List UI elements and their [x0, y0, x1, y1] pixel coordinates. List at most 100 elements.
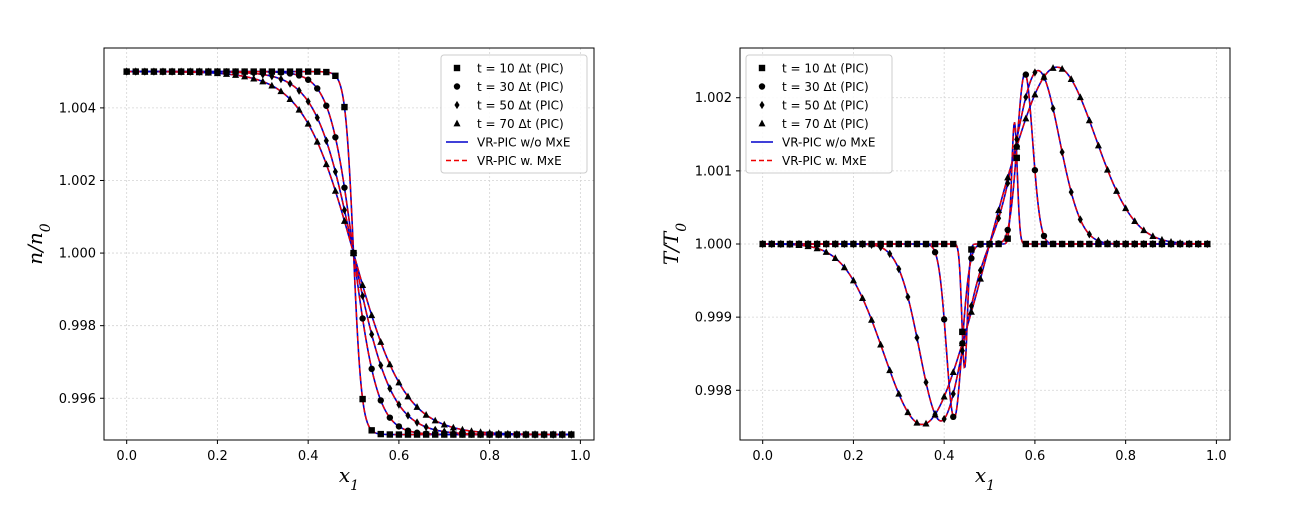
x-axis-label: x1 [975, 463, 995, 494]
pic-marker-triangle [768, 240, 776, 247]
legend-label: t = 10 Δt (PIC) [477, 62, 564, 76]
x-tick-label: 0.2 [843, 449, 864, 464]
pic-marker-diamond [1023, 92, 1029, 102]
pic-marker-triangle [831, 254, 839, 261]
pic-marker-triangle [313, 137, 321, 145]
pic-marker-diamond [1059, 147, 1065, 157]
pic-marker-square [931, 240, 939, 248]
pic-marker-square [314, 68, 321, 75]
pic-marker-circle [904, 240, 912, 248]
pic-marker-triangle [1194, 239, 1202, 247]
pic-marker-triangle [967, 308, 975, 315]
legend-label: t = 10 Δt (PIC) [782, 62, 869, 76]
pic-marker-triangle [1058, 64, 1066, 72]
pic-marker-triangle [531, 430, 539, 438]
plot-frame [103, 47, 595, 441]
pic-marker-circle [432, 430, 439, 438]
pic-marker-diamond [841, 239, 847, 249]
pic-marker-triangle [1049, 64, 1057, 71]
pic-marker-diamond [260, 70, 266, 79]
pic-marker-circle [368, 365, 375, 373]
pic-marker-triangle [1040, 73, 1048, 80]
pic-marker-triangle [132, 67, 140, 75]
pic-marker-triangle [222, 70, 231, 77]
pic-marker-circle [950, 413, 957, 421]
pic-marker-circle [1058, 240, 1066, 248]
pic-marker-diamond [1114, 239, 1120, 248]
pic-marker-square [323, 68, 330, 76]
pic-marker-triangle [513, 430, 521, 437]
pic-marker-circle [886, 240, 893, 248]
series-markers [123, 67, 575, 439]
y-tick-label: 1.002 [59, 174, 96, 189]
pic-marker-square [1013, 154, 1020, 162]
pic-marker-triangle [840, 263, 848, 271]
pic-marker-circle [422, 430, 430, 437]
pic-marker-diamond [423, 422, 429, 432]
legend-label: t = 50 Δt (PIC) [477, 99, 564, 113]
pic-marker-circle [913, 240, 921, 248]
pic-marker-triangle [849, 276, 857, 284]
pic-marker-diamond [314, 113, 320, 122]
pic-marker-triangle [777, 240, 785, 248]
x-tick-label: 0.2 [207, 449, 228, 464]
y-axis-label: n/n0 [23, 223, 54, 265]
pic-marker-square [1031, 240, 1039, 248]
pic-marker-triangle [958, 339, 966, 347]
pic-marker-square [968, 246, 975, 253]
pic-marker-triangle [567, 430, 575, 438]
pic-marker-triangle [440, 420, 448, 428]
pic-marker-triangle [1113, 187, 1121, 194]
pic-marker-triangle [949, 368, 957, 375]
x-tick-label: 1.0 [570, 449, 591, 464]
pic-marker-triangle [449, 423, 457, 431]
pic-marker-triangle [1103, 165, 1112, 173]
pic-marker-triangle [431, 416, 439, 424]
pic-marker-circle [413, 429, 421, 436]
pic-marker-diamond [814, 239, 820, 249]
pic-marker-circle [977, 241, 984, 248]
pic-marker-triangle [1067, 75, 1075, 82]
pic-marker-triangle [195, 68, 203, 76]
pic-marker-triangle [858, 294, 867, 301]
pic-marker-triangle [549, 430, 557, 438]
legend-box [440, 54, 588, 174]
pic-marker-triangle [177, 68, 185, 75]
pic-marker-triangle [259, 77, 267, 85]
pic-marker-triangle [150, 67, 158, 75]
pic-marker-triangle [204, 68, 212, 76]
legend-label: t = 30 Δt (PIC) [477, 80, 564, 94]
pic-marker-triangle [904, 408, 912, 416]
pic-marker-circle [968, 255, 975, 262]
pic-marker-circle [304, 76, 312, 83]
pic-marker-triangle [1176, 239, 1184, 246]
pic-marker-triangle [168, 68, 176, 75]
pic-marker-triangle [331, 187, 339, 194]
pic-marker-square [359, 395, 366, 403]
pic-marker-diamond [914, 333, 920, 342]
y-axis-label: T/T0 [659, 223, 690, 265]
y-tick-label: 1.001 [695, 164, 732, 179]
pic-marker-diamond [251, 69, 257, 78]
pic-marker-circle [931, 249, 939, 256]
pic-marker-diamond [360, 291, 366, 301]
legend-label: VR-PIC w. MxE [782, 154, 867, 168]
legend: t = 10 Δt (PIC) t = 30 Δt (PIC) t = 50 Δt … [440, 54, 588, 174]
pic-marker-triangle [159, 67, 167, 75]
pic-marker-square [341, 103, 348, 111]
pic-marker-circle [1022, 71, 1030, 78]
pic-marker-triangle [413, 403, 421, 410]
pic-marker-diamond [1050, 104, 1056, 113]
legend-marker-diamond [454, 100, 460, 110]
pic-marker-square [295, 68, 303, 75]
pic-marker-diamond [387, 384, 393, 393]
pic-marker-triangle [386, 360, 394, 368]
y-tick-label: 0.999 [695, 311, 732, 326]
pic-marker-circle [359, 315, 366, 322]
pic-marker-diamond [977, 266, 984, 275]
pic-marker-triangle [1149, 232, 1157, 239]
pic-marker-circle [332, 134, 339, 141]
pic-marker-triangle [141, 67, 149, 75]
legend-marker-circle [758, 83, 766, 90]
x-tick-label: 0.4 [298, 449, 319, 464]
